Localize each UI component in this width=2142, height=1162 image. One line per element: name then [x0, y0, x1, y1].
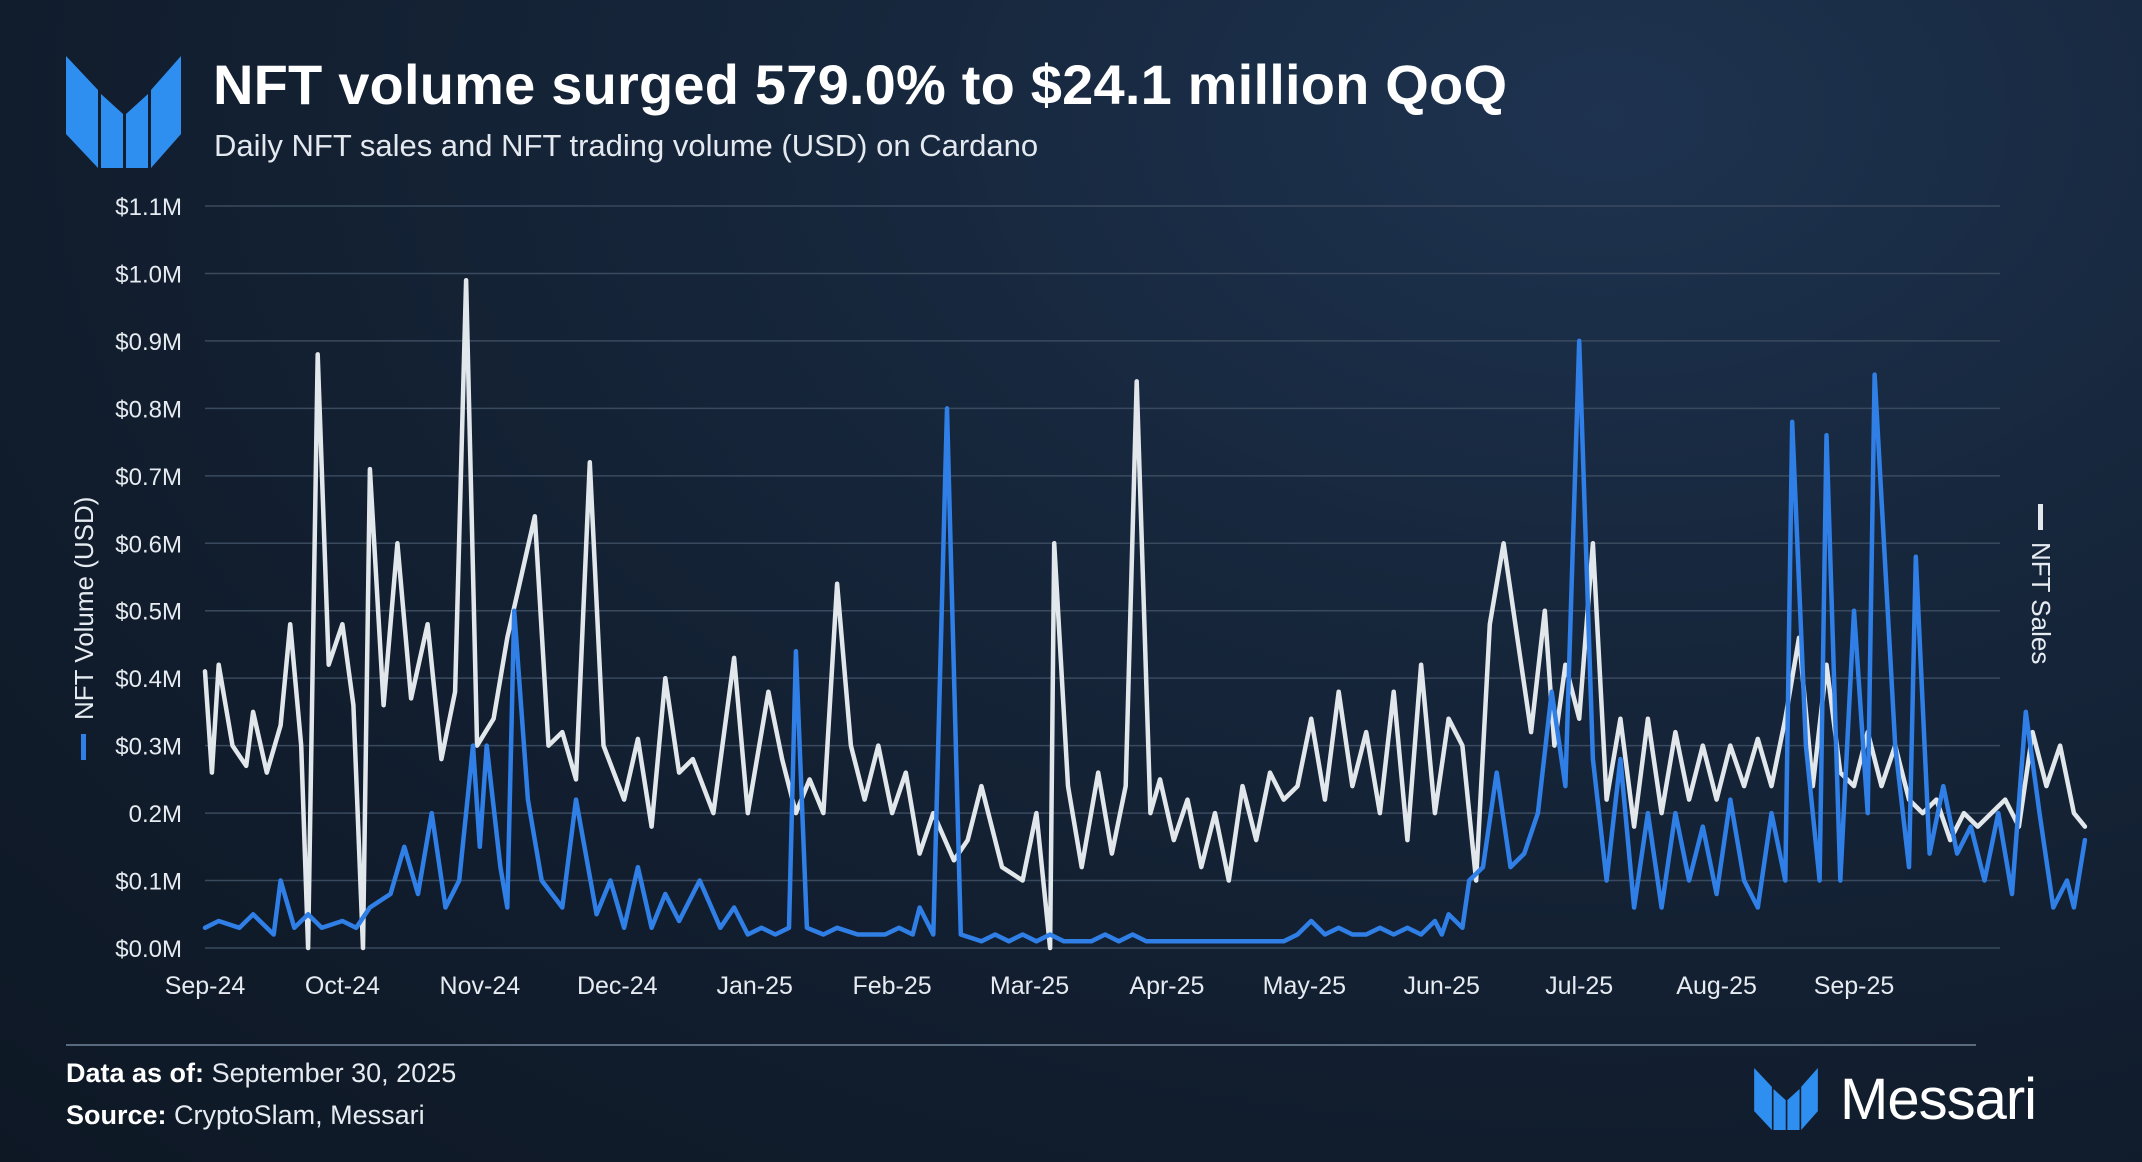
y-tick-label: $1.0M — [115, 261, 182, 288]
y-axis-label-text: NFT Volume (USD) — [69, 497, 99, 720]
messari-brand-icon — [1754, 1068, 1818, 1130]
y-tick-label: 0.2M — [129, 801, 182, 828]
y-tick-label: $0.5M — [115, 599, 182, 626]
y-tick-label: $0.3M — [115, 734, 182, 761]
y-tick-label: $1.1M — [115, 194, 182, 221]
footer-divider — [66, 1044, 1976, 1046]
y-axis-ticks: $0.0M $0.1M 0.2M $0.3M $0.4M $0.5M $0.6M $0.7M $… — [115, 194, 182, 963]
y-axis-label-right: NFT Sales — [2026, 504, 2056, 664]
brand-mark: Messari — [1754, 1066, 2037, 1132]
source-value: CryptoSlam, Messari — [174, 1100, 425, 1130]
x-tick-label: Jan-25 — [716, 972, 792, 1000]
series-line-nft-sales — [202, 277, 2088, 951]
series-lines — [202, 277, 2088, 951]
x-axis-ticks: Sep-24 Oct-24 Nov-24 Dec-24 Jan-25 Feb-25 Mar-… — [165, 972, 1895, 1000]
x-tick-label: Sep-24 — [165, 972, 246, 1000]
x-tick-label: Sep-25 — [1814, 972, 1895, 1000]
data-as-of: Data as of: September 30, 2025 — [66, 1058, 456, 1089]
messari-logo-icon — [66, 56, 181, 168]
y-tick-label: $0.1M — [115, 869, 182, 896]
x-tick-label: Nov-24 — [440, 972, 521, 1000]
y-axis-label-left: NFT Volume (USD) — [69, 497, 99, 760]
source-label: Source: — [66, 1100, 167, 1130]
data-as-of-label: Data as of: — [66, 1058, 205, 1088]
y-tick-label: $0.8M — [115, 396, 182, 423]
legend-swatch-sales — [2038, 504, 2043, 530]
y-tick-label: $0.6M — [115, 531, 182, 558]
x-tick-label: Dec-24 — [577, 972, 658, 1000]
source: Source: CryptoSlam, Messari — [66, 1100, 425, 1131]
x-tick-label: Oct-24 — [305, 972, 380, 1000]
y2-axis-label-text: NFT Sales — [2026, 542, 2056, 664]
x-tick-label: Jul-25 — [1545, 972, 1613, 1000]
axis-labels: NFT Volume (USD) NFT Sales — [69, 497, 2056, 760]
x-tick-label: Jun-25 — [1404, 972, 1480, 1000]
series-line-nft-volume-usd- — [202, 338, 2088, 944]
y-tick-label: $0.4M — [115, 666, 182, 693]
x-tick-label: Mar-25 — [990, 972, 1069, 1000]
y-tick-label: $0.7M — [115, 464, 182, 491]
x-tick-label: May-25 — [1263, 972, 1346, 1000]
x-tick-label: Feb-25 — [852, 972, 931, 1000]
chart-title: NFT volume surged 579.0% to $24.1 millio… — [213, 53, 1508, 116]
x-tick-label: Aug-25 — [1676, 972, 1757, 1000]
x-tick-label: Apr-25 — [1129, 972, 1204, 1000]
data-as-of-value: September 30, 2025 — [211, 1058, 457, 1088]
y-tick-label: $0.0M — [115, 936, 182, 963]
legend-swatch-volume — [81, 734, 86, 760]
brand-name: Messari — [1840, 1067, 2037, 1132]
y-tick-label: $0.9M — [115, 329, 182, 356]
chart-subtitle: Daily NFT sales and NFT trading volume (… — [214, 128, 1039, 163]
